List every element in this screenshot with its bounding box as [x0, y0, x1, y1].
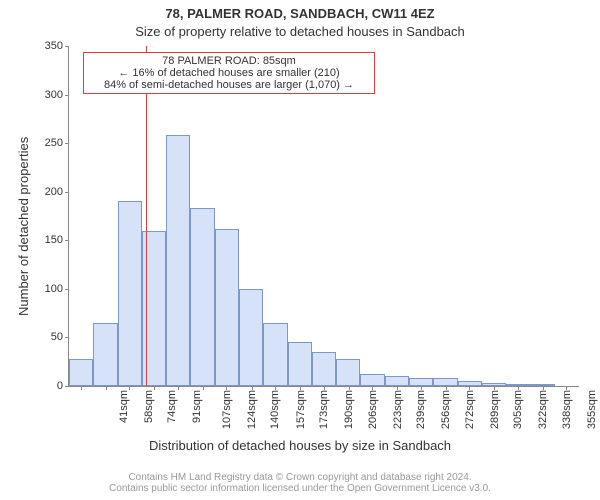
x-tick-mark	[324, 386, 325, 390]
x-tick-mark	[106, 386, 107, 390]
x-tick-mark	[566, 386, 567, 390]
histogram-bar	[69, 359, 93, 386]
annotation-box: 78 PALMER ROAD: 85sqm← 16% of detached h…	[83, 52, 375, 94]
x-tick-label: 223sqm	[392, 390, 404, 429]
histogram-bar	[360, 374, 384, 386]
chart-subtitle: Size of property relative to detached ho…	[0, 24, 600, 39]
x-tick-mark	[275, 386, 276, 390]
footer-line-1: Contains HM Land Registry data © Crown c…	[0, 472, 600, 483]
y-tick-mark	[65, 46, 69, 47]
histogram-bar	[93, 323, 117, 386]
y-axis-label: Number of detached properties	[16, 137, 31, 316]
x-tick-label: 256sqm	[440, 390, 452, 429]
y-tick-mark	[65, 192, 69, 193]
y-tick-label: 100	[45, 283, 63, 295]
histogram-bar	[312, 352, 336, 386]
histogram-bar	[336, 359, 360, 386]
x-tick-mark	[300, 386, 301, 390]
x-tick-mark	[178, 386, 179, 390]
y-tick-mark	[65, 289, 69, 290]
histogram-bar	[409, 378, 433, 386]
x-tick-mark	[81, 386, 82, 390]
x-tick-label: 355sqm	[586, 390, 598, 429]
y-tick-mark	[65, 240, 69, 241]
x-tick-mark	[203, 386, 204, 390]
y-tick-label: 200	[45, 186, 63, 198]
x-tick-label: 206sqm	[367, 390, 379, 429]
histogram-bar	[215, 229, 239, 386]
histogram-bar	[239, 289, 263, 386]
histogram-bar	[190, 208, 214, 386]
x-tick-label: 239sqm	[415, 390, 427, 429]
x-tick-mark	[129, 386, 130, 390]
x-tick-mark	[421, 386, 422, 390]
x-tick-label: 124sqm	[246, 390, 258, 429]
footer: Contains HM Land Registry data © Crown c…	[0, 472, 600, 494]
y-tick-label: 300	[45, 89, 63, 101]
x-tick-mark	[349, 386, 350, 390]
histogram-bar	[166, 135, 190, 386]
histogram-bar	[433, 378, 457, 386]
y-tick-label: 350	[45, 40, 63, 52]
x-tick-label: 305sqm	[512, 390, 524, 429]
x-axis-caption: Distribution of detached houses by size …	[0, 438, 600, 453]
y-tick-mark	[65, 143, 69, 144]
histogram-bar	[118, 201, 142, 386]
x-tick-mark	[543, 386, 544, 390]
x-tick-label: 58sqm	[143, 390, 155, 423]
x-tick-label: 173sqm	[318, 390, 330, 429]
x-tick-mark	[252, 386, 253, 390]
x-tick-mark	[372, 386, 373, 390]
x-tick-label: 140sqm	[270, 390, 282, 429]
x-tick-mark	[154, 386, 155, 390]
chart-title: 78, PALMER ROAD, SANDBACH, CW11 4EZ	[0, 6, 600, 21]
x-tick-label: 91sqm	[191, 390, 203, 423]
annotation-line: 78 PALMER ROAD: 85sqm	[90, 55, 368, 67]
x-tick-mark	[469, 386, 470, 390]
x-tick-mark	[446, 386, 447, 390]
y-tick-mark	[65, 95, 69, 96]
y-tick-label: 0	[57, 380, 63, 392]
annotation-line: 84% of semi-detached houses are larger (…	[90, 79, 368, 91]
plot-area: 05010015020025030035041sqm58sqm74sqm91sq…	[68, 46, 579, 387]
x-tick-label: 157sqm	[295, 390, 307, 429]
x-tick-label: 107sqm	[221, 390, 233, 429]
y-tick-mark	[65, 386, 69, 387]
x-tick-mark	[518, 386, 519, 390]
annotation-line: ← 16% of detached houses are smaller (21…	[90, 67, 368, 79]
y-tick-label: 50	[51, 331, 63, 343]
y-tick-label: 250	[45, 137, 63, 149]
histogram-bar	[288, 342, 312, 386]
histogram-bar	[385, 376, 409, 386]
x-tick-mark	[494, 386, 495, 390]
histogram-bar	[263, 323, 287, 386]
x-tick-mark	[226, 386, 227, 390]
x-tick-label: 289sqm	[489, 390, 501, 429]
x-tick-label: 190sqm	[343, 390, 355, 429]
x-tick-label: 322sqm	[538, 390, 550, 429]
x-tick-label: 338sqm	[561, 390, 573, 429]
x-tick-label: 272sqm	[464, 390, 476, 429]
footer-line-2: Contains public sector information licen…	[0, 483, 600, 494]
y-tick-mark	[65, 337, 69, 338]
property-marker-line	[146, 46, 147, 386]
y-tick-label: 150	[45, 234, 63, 246]
x-tick-label: 74sqm	[166, 390, 178, 423]
x-tick-label: 41sqm	[118, 390, 130, 423]
x-tick-mark	[397, 386, 398, 390]
